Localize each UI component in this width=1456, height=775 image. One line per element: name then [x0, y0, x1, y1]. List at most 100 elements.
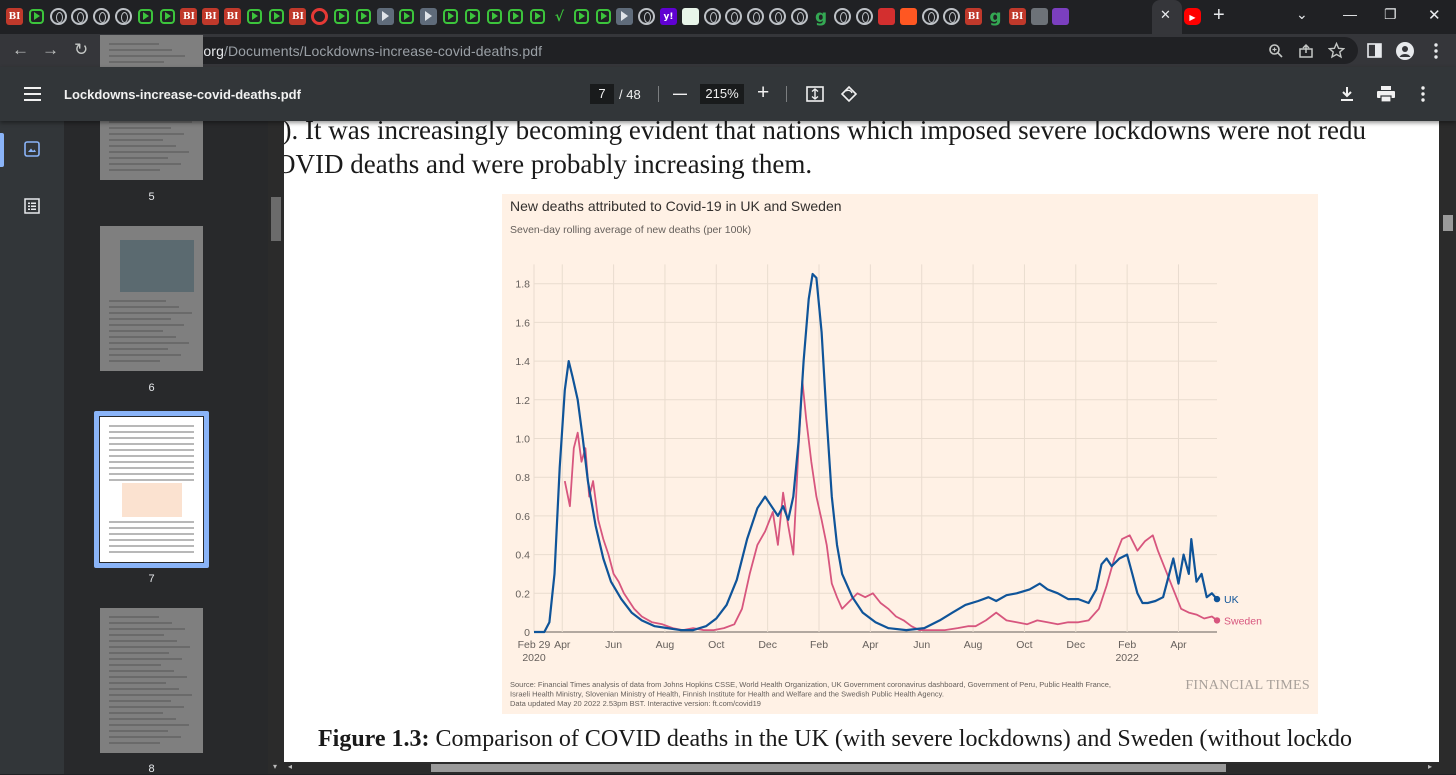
share-icon[interactable] — [1298, 43, 1314, 59]
vertical-scroll-thumb[interactable] — [1443, 215, 1453, 231]
play-tab-icon[interactable] — [268, 8, 285, 25]
zoom-in-button[interactable]: + — [757, 81, 770, 104]
thumbnail-text-line — [109, 616, 159, 618]
profile-icon[interactable] — [1396, 42, 1414, 60]
youtube-tab-icon[interactable]: ▶ — [1184, 8, 1201, 25]
globe-tab-icon[interactable] — [638, 8, 656, 25]
play-tab-icon[interactable] — [486, 8, 503, 25]
thumbnail-text-line — [109, 479, 194, 481]
sheet-tab-icon[interactable] — [681, 8, 699, 25]
red-tab-icon[interactable] — [311, 8, 329, 25]
globe-tab-icon[interactable] — [725, 8, 743, 25]
cube-tab-icon[interactable] — [1030, 8, 1048, 25]
thumbnail-text-line — [109, 151, 189, 153]
play-tab-icon[interactable] — [595, 8, 612, 25]
play-tab-icon[interactable] — [507, 8, 524, 25]
dark-tab-icon[interactable] — [376, 8, 394, 25]
check-tab-icon[interactable]: √ — [554, 8, 565, 25]
print-icon[interactable] — [1377, 86, 1395, 102]
mail-tab-icon[interactable] — [1052, 8, 1070, 25]
page-number-input[interactable]: 7 — [590, 84, 614, 104]
BI-tab-icon[interactable]: BI — [224, 8, 241, 25]
BI-tab-icon[interactable]: BI — [965, 8, 983, 25]
g-tab-icon[interactable]: g — [815, 6, 828, 27]
menu-icon[interactable] — [1433, 43, 1439, 59]
globe-tab-icon[interactable] — [49, 8, 67, 25]
thumbnail-text-line — [109, 127, 171, 129]
body-text-line: 3). It was increasingly becoming evident… — [284, 121, 1366, 145]
horizontal-scrollbar[interactable]: ▾ ◂ ▸ — [268, 762, 1456, 774]
close-window-button[interactable]: ✕ — [1428, 7, 1441, 24]
more-options-icon[interactable] — [1420, 86, 1426, 102]
y-tick-label: 1.4 — [515, 356, 530, 368]
zoom-out-button[interactable]: — — [673, 85, 687, 101]
forward-button[interactable]: → — [42, 40, 59, 59]
page-thumbnail-6[interactable] — [100, 226, 203, 371]
dark-tab-icon[interactable] — [420, 8, 438, 25]
back-button[interactable]: ← — [12, 40, 29, 59]
thumbnail-text-line — [109, 467, 194, 469]
play-tab-icon[interactable] — [573, 8, 590, 25]
globe-tab-icon[interactable] — [115, 8, 132, 25]
globe-tab-icon[interactable] — [834, 8, 852, 25]
scroll-down-arrow[interactable]: ▾ — [273, 762, 278, 771]
BI-tab-icon[interactable]: BI — [289, 8, 307, 25]
yahoo-tab-icon[interactable]: y! — [660, 8, 677, 25]
outline-view-icon[interactable] — [24, 198, 40, 214]
thumbnails-view-icon[interactable] — [24, 141, 40, 157]
play-tab-icon[interactable] — [398, 8, 415, 25]
BI-tab-icon[interactable]: BI — [202, 8, 220, 25]
zoom-icon[interactable] — [1268, 43, 1284, 59]
new-tab-button[interactable]: + — [1213, 4, 1225, 26]
globe-tab-icon[interactable] — [790, 8, 808, 25]
thumbnail-text-line — [109, 157, 168, 159]
play-tab-icon[interactable] — [333, 8, 350, 25]
page-thumbnail-8[interactable] — [100, 608, 203, 753]
globe-tab-icon[interactable] — [71, 8, 89, 25]
orange-tab-icon[interactable] — [899, 8, 917, 25]
BI-tab-icon[interactable]: BI — [1008, 8, 1026, 25]
download-icon[interactable] — [1340, 86, 1354, 102]
maximize-button[interactable]: ❐ — [1384, 6, 1397, 22]
play-tab-icon[interactable] — [355, 8, 372, 25]
thumbnail-text-line — [109, 736, 181, 738]
horizontal-scroll-thumb[interactable] — [431, 764, 1226, 772]
y-tick-label: 0.2 — [515, 588, 530, 600]
globe-tab-icon[interactable] — [769, 8, 786, 25]
address-bar[interactable]: indiapolicy.org/Documents/Lockdowns-incr… — [100, 37, 1358, 64]
play-tab-icon[interactable] — [529, 8, 546, 25]
active-tab[interactable] — [1152, 0, 1182, 34]
redarrow-tab-icon[interactable] — [878, 8, 895, 25]
globe-tab-icon[interactable] — [921, 8, 939, 25]
sidepanel-icon[interactable] — [1367, 43, 1382, 58]
globe-tab-icon[interactable] — [93, 8, 111, 25]
fit-page-icon[interactable] — [806, 86, 824, 102]
globe-tab-icon[interactable] — [747, 8, 765, 25]
globe-tab-icon[interactable] — [703, 8, 721, 25]
play-tab-icon[interactable] — [246, 8, 263, 25]
play-tab-icon[interactable] — [464, 8, 481, 25]
scroll-left-arrow[interactable]: ◂ — [288, 762, 293, 771]
globe-tab-icon[interactable] — [943, 8, 961, 25]
tab-search-button[interactable]: ⌄ — [1296, 6, 1308, 22]
BI-tab-icon[interactable]: BI — [6, 8, 23, 25]
globe-tab-icon[interactable] — [856, 8, 874, 25]
g-tab-icon[interactable]: g — [989, 6, 1002, 27]
reload-button[interactable]: ↻ — [74, 40, 89, 59]
zoom-level-input[interactable]: 215% — [700, 84, 744, 104]
rotate-icon[interactable] — [840, 85, 858, 103]
hamburger-menu-icon[interactable] — [24, 87, 41, 101]
play-tab-icon[interactable] — [28, 8, 45, 25]
scroll-right-arrow[interactable]: ▸ — [1428, 762, 1433, 771]
minimize-button[interactable]: — — [1343, 6, 1357, 22]
dark-tab-icon[interactable] — [616, 8, 634, 25]
play-tab-icon[interactable] — [159, 8, 176, 25]
vertical-scrollbar[interactable] — [1439, 121, 1456, 762]
sidebar-scrollbar[interactable] — [268, 121, 284, 762]
play-tab-icon[interactable] — [137, 8, 154, 25]
star-icon[interactable] — [1328, 42, 1345, 59]
tab-close-icon[interactable]: ✕ — [1160, 7, 1171, 22]
page-thumbnail-7[interactable] — [100, 417, 203, 562]
play-tab-icon[interactable] — [442, 8, 459, 25]
BI-tab-icon[interactable]: BI — [180, 8, 198, 25]
